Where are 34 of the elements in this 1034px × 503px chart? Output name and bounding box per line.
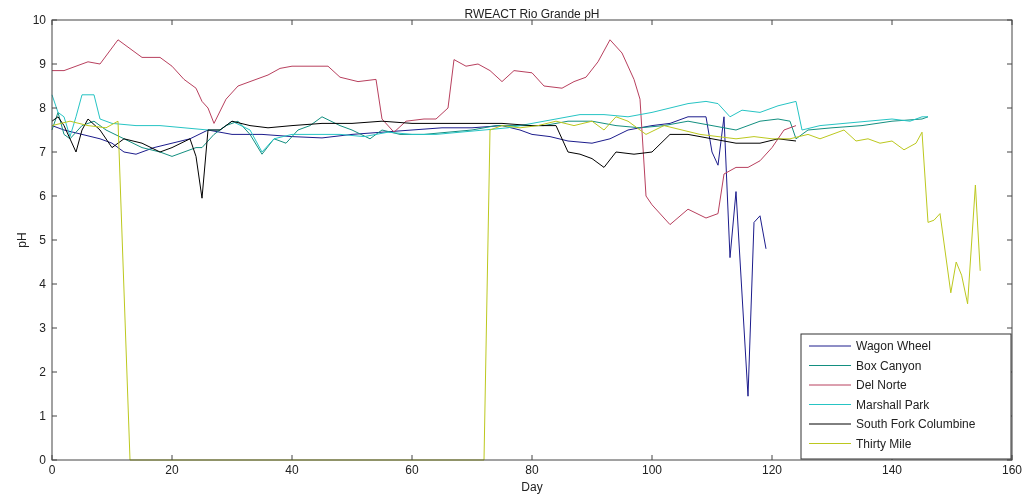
chart-title: RWEACT Rio Grande pH [464, 7, 600, 21]
y-axis-title: pH [15, 232, 29, 248]
x-tick-label: 0 [48, 463, 56, 477]
y-tick-label: 4 [39, 277, 47, 291]
line-series [51, 111, 929, 157]
y-tick-label: 2 [39, 365, 47, 379]
y-tick-label: 1 [39, 409, 47, 423]
x-axis-title: Day [521, 480, 543, 494]
y-tick-label: 10 [32, 13, 47, 27]
y-tick-label: 5 [39, 233, 47, 247]
x-tick-label: 100 [641, 463, 663, 477]
line-series [51, 116, 767, 397]
legend-label: Del Norte [856, 378, 908, 392]
x-tick-label: 20 [165, 463, 179, 477]
y-tick-label: 0 [39, 453, 47, 467]
y-tick-label: 3 [39, 321, 47, 335]
legend-label: Wagon Wheel [856, 339, 931, 353]
y-tick-label: 6 [39, 189, 47, 203]
legend-label: Box Canyon [856, 358, 922, 373]
line-series [51, 39, 797, 226]
y-tick-label: 9 [39, 57, 47, 71]
x-tick-label: 40 [285, 463, 299, 477]
legend-label: South Fork Columbine [856, 417, 976, 431]
line-series [51, 116, 797, 199]
x-tick-label: 140 [881, 463, 903, 477]
x-tick-label: 60 [405, 463, 419, 477]
legend-label: Marshall Park [856, 397, 931, 412]
x-tick-label: 120 [761, 463, 783, 477]
x-tick-label: 80 [525, 463, 539, 477]
line-series [51, 94, 929, 153]
y-tick-label: 7 [39, 145, 47, 159]
x-tick-label: 160 [1001, 463, 1023, 477]
y-tick-label: 8 [39, 101, 47, 115]
legend-label: Thirty Mile [856, 436, 912, 451]
